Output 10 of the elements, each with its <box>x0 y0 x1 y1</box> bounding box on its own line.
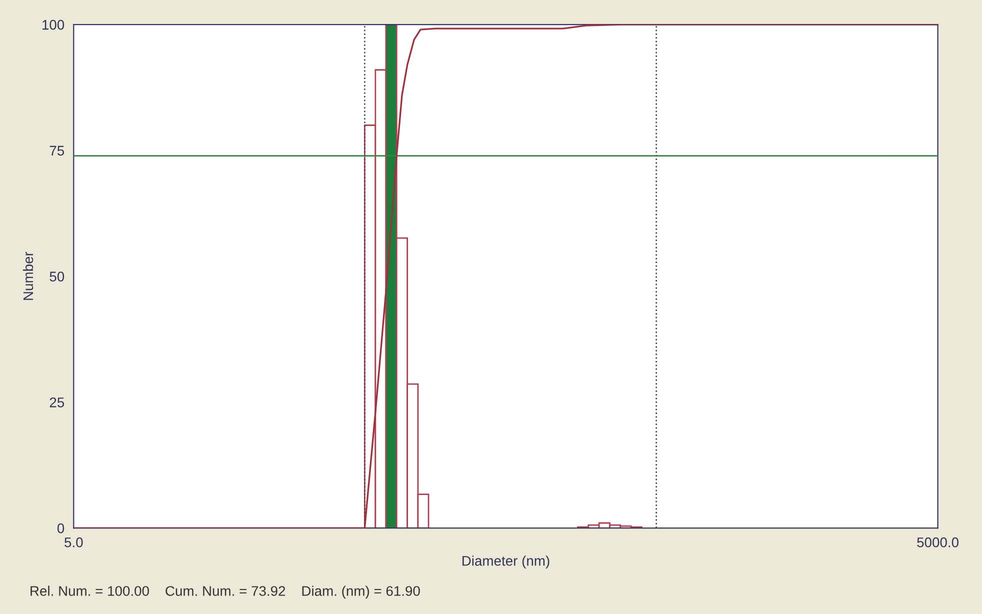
y-tick-label: 75 <box>50 146 64 156</box>
x-tick-label: 5.0 <box>64 537 83 548</box>
y-axis-title: Number <box>22 252 34 300</box>
y-tick-label: 100 <box>42 20 64 30</box>
x-tick-label: 5000.0 <box>917 537 959 548</box>
y-tick-label: 50 <box>50 272 64 282</box>
y-tick-label: 25 <box>50 398 64 408</box>
text: Rel. Num. = 100.00 Cum. Num. = 73.92 Diam. (nm) = 61.90 <box>30 586 420 599</box>
y-tick-label: 0 <box>57 523 64 534</box>
x-axis-title: Diameter (nm) <box>462 556 550 569</box>
